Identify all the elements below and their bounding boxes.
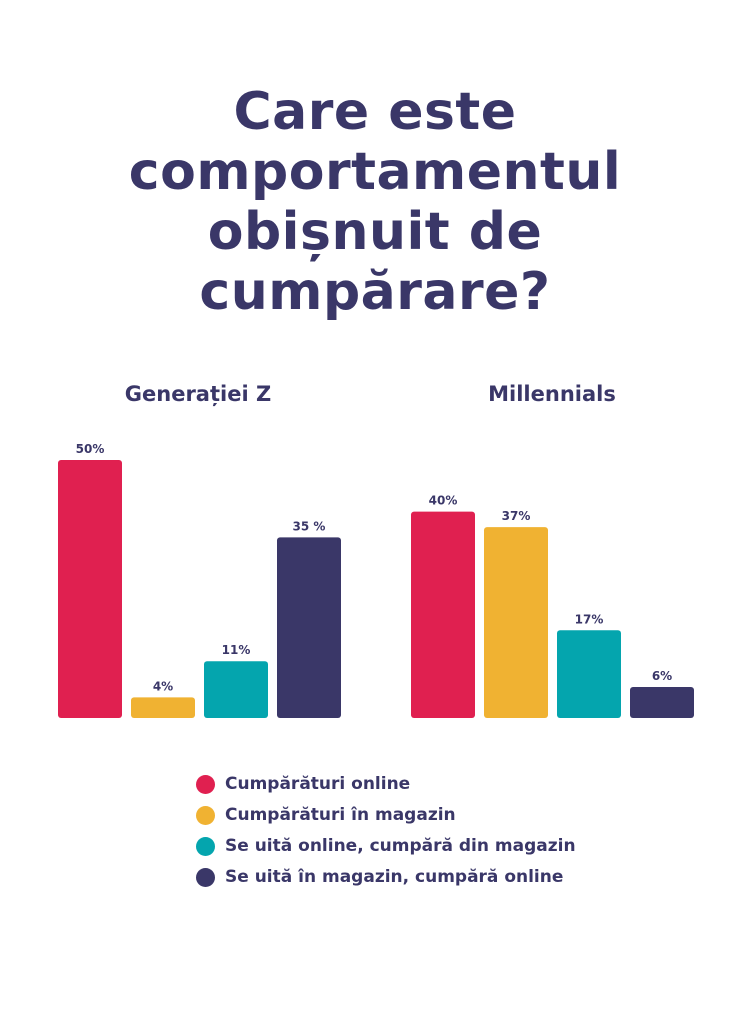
bar-gen-z-1 bbox=[131, 697, 195, 718]
legend-swatch bbox=[196, 836, 215, 856]
legend-label: Se uită online, cumpără din magazin bbox=[225, 836, 576, 856]
bar-gen-z-2 bbox=[204, 661, 268, 718]
legend-label: Cumpărături în magazin bbox=[225, 805, 456, 825]
bar-millennials-0 bbox=[411, 511, 475, 718]
legend-label: Cumpărături online bbox=[225, 774, 411, 794]
legend-item: Se uită în magazin, cumpără online bbox=[196, 863, 716, 891]
title-line: Care este bbox=[233, 82, 517, 142]
bar-millennials-2 bbox=[557, 630, 621, 718]
bar-millennials-3 bbox=[630, 687, 694, 718]
bar-value-label: 11% bbox=[222, 643, 251, 657]
bar-value-label: 17% bbox=[575, 612, 604, 626]
group-title-gen-z: Generației Z bbox=[124, 382, 272, 406]
title-line: cumpărare? bbox=[199, 262, 551, 322]
chart-title: Care este comportamentul obișnuit de cum… bbox=[0, 82, 750, 322]
legend-label: Se uită în magazin, cumpără online bbox=[225, 867, 564, 887]
legend-item: Cumpărături online bbox=[196, 770, 716, 798]
legend-item: Cumpărături în magazin bbox=[196, 801, 716, 829]
bar-value-label: 40% bbox=[429, 494, 458, 508]
legend-swatch bbox=[196, 867, 215, 887]
bar-value-label: 4% bbox=[153, 679, 173, 693]
bar-value-label: 35 % bbox=[293, 519, 326, 533]
bar-gen-z-3 bbox=[277, 537, 341, 718]
legend-swatch bbox=[196, 805, 215, 825]
bar-value-label: 37% bbox=[502, 509, 531, 523]
bar-value-label: 50% bbox=[76, 442, 105, 456]
legend-item: Se uită online, cumpără din magazin bbox=[196, 832, 716, 860]
title-line: comportamentul bbox=[128, 142, 622, 202]
bar-millennials-1 bbox=[484, 527, 548, 718]
bar-gen-z-0 bbox=[58, 460, 122, 718]
legend-swatch bbox=[196, 774, 215, 794]
group-title-millennials: Millennials bbox=[488, 382, 616, 406]
chart-legend: Cumpărături online Cumpărături în magazi… bbox=[196, 770, 716, 894]
title-line: obișnuit de bbox=[207, 202, 543, 262]
bar-value-label: 6% bbox=[652, 669, 672, 683]
